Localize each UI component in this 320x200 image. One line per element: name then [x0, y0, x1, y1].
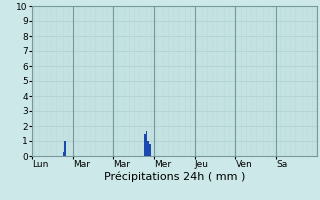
- X-axis label: Précipitations 24h ( mm ): Précipitations 24h ( mm ): [104, 172, 245, 182]
- Bar: [147, 141, 149, 156]
- Bar: [149, 144, 151, 156]
- Bar: [62, 152, 64, 156]
- Bar: [64, 141, 66, 156]
- Bar: [146, 130, 147, 156]
- Bar: [144, 134, 146, 156]
